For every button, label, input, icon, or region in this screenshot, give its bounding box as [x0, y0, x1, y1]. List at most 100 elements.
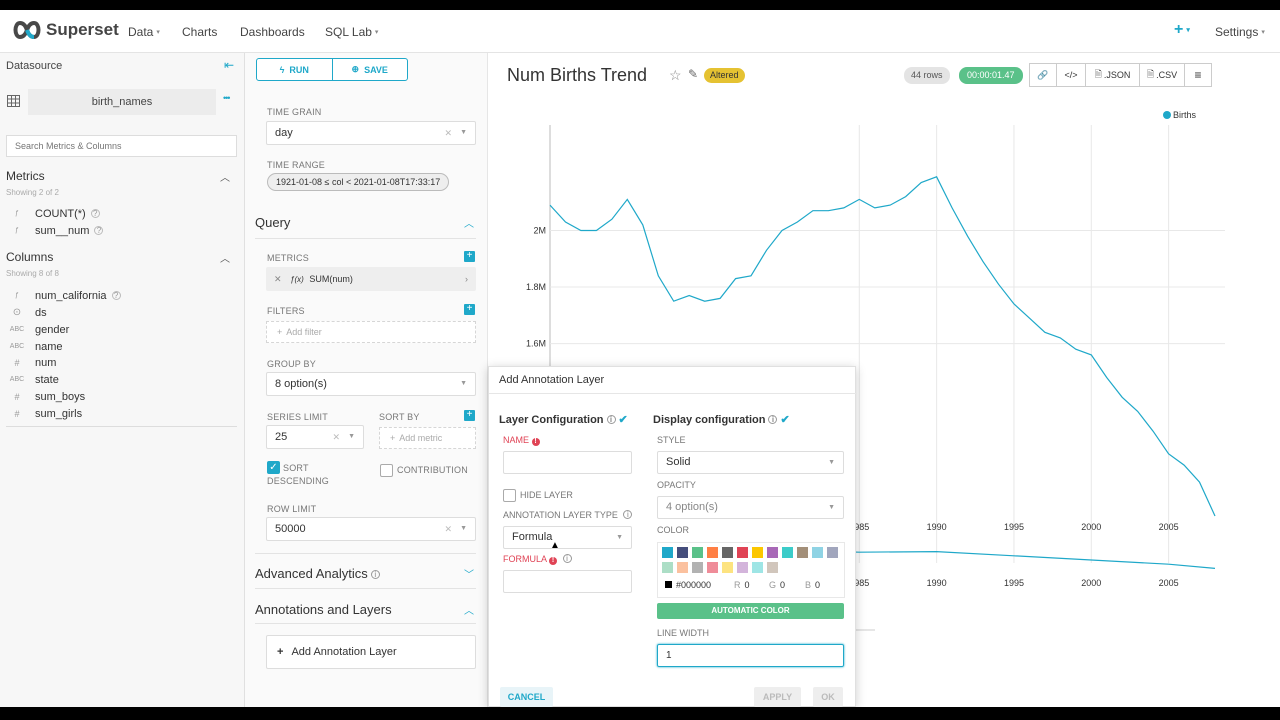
- query-section-title[interactable]: Query: [255, 215, 291, 230]
- sort-descending-label-2: DESCENDING: [267, 476, 330, 486]
- color-swatch[interactable]: [692, 547, 703, 558]
- column-item[interactable]: # sum_boys: [6, 389, 85, 404]
- remove-icon[interactable]: ✕: [274, 274, 282, 284]
- add-sort-metric-box[interactable]: + Add metric: [379, 427, 476, 449]
- hide-layer-label: HIDE LAYER: [520, 490, 573, 500]
- color-swatch[interactable]: [737, 547, 748, 558]
- clear-icon[interactable]: ✕: [332, 432, 340, 442]
- more-options-icon[interactable]: •••: [223, 93, 231, 103]
- opacity-select[interactable]: 4 option(s) ▼: [657, 496, 844, 519]
- column-item[interactable]: ABC name: [6, 339, 63, 354]
- new-menu-button[interactable]: + ▾: [1174, 21, 1190, 39]
- metric-item[interactable]: ƒ COUNT(*) ?: [6, 206, 100, 221]
- metric-pill[interactable]: ✕ ƒ(x) SUM(num) ›: [266, 267, 476, 291]
- color-swatch[interactable]: [707, 547, 718, 558]
- datasource-panel: Datasource ⇤ birth_names ••• Metrics ︿ S…: [0, 53, 245, 707]
- altered-badge[interactable]: Altered: [704, 68, 745, 83]
- column-item[interactable]: # num: [6, 355, 56, 370]
- add-filter-box[interactable]: + Add filter: [266, 321, 476, 343]
- nav-data-label: Data: [128, 25, 154, 39]
- annotation-type-select[interactable]: Formula ▼: [503, 526, 632, 549]
- name-input[interactable]: [503, 451, 632, 474]
- settings-menu[interactable]: Settings ▾: [1215, 25, 1265, 39]
- chevron-up-icon[interactable]: ︿: [464, 606, 474, 617]
- table-icon: [7, 95, 20, 107]
- automatic-color-button[interactable]: AUTOMATIC COLOR: [657, 603, 844, 619]
- hex-value[interactable]: #000000: [676, 580, 712, 590]
- add-sort-plus-icon[interactable]: +: [464, 410, 475, 421]
- embed-code-icon[interactable]: </>: [1056, 63, 1086, 87]
- nav-charts-link[interactable]: Charts: [182, 25, 218, 39]
- color-swatch[interactable]: [812, 547, 823, 558]
- nav-data-menu[interactable]: Data ▾: [128, 25, 160, 39]
- time-range-pill[interactable]: 1921-01-08 ≤ col < 2021-01-08T17:33:17: [267, 173, 450, 191]
- color-swatch[interactable]: [692, 562, 703, 573]
- star-icon[interactable]: ☆: [669, 67, 682, 83]
- color-swatch[interactable]: [767, 562, 778, 573]
- column-item[interactable]: ƒ num_california?: [6, 288, 121, 303]
- metric-item[interactable]: ƒ sum__num ?: [6, 223, 104, 238]
- ok-button[interactable]: OK: [813, 687, 843, 707]
- export-csv-button[interactable]: 🗎 .CSV: [1139, 63, 1185, 87]
- clear-icon[interactable]: ✕: [444, 128, 452, 138]
- add-metric-plus-icon[interactable]: +: [464, 251, 475, 262]
- chevron-up-icon[interactable]: ︿: [220, 173, 230, 184]
- formula-input[interactable]: [503, 570, 632, 593]
- color-swatch[interactable]: [662, 547, 673, 558]
- collapse-panel-icon[interactable]: ⇤: [224, 58, 235, 72]
- clear-icon[interactable]: ✕: [444, 524, 452, 534]
- apply-button[interactable]: APPLY: [754, 687, 801, 707]
- add-annotation-layer-button[interactable]: + Add Annotation Layer: [266, 635, 476, 669]
- column-item[interactable]: ABC gender: [6, 322, 69, 337]
- sort-descending-checkbox[interactable]: ✓: [267, 461, 280, 474]
- superset-logo[interactable]: Superset: [12, 20, 119, 40]
- cancel-button[interactable]: CANCEL: [500, 687, 553, 707]
- time-grain-select[interactable]: day ✕ ▼: [266, 121, 476, 145]
- chart-title[interactable]: Num Births Trend: [507, 65, 648, 85]
- add-filter-plus-icon[interactable]: +: [464, 304, 475, 315]
- group-by-select[interactable]: 8 option(s) ▼: [266, 372, 476, 396]
- column-item[interactable]: # sum_girls: [6, 406, 82, 421]
- color-swatch[interactable]: [797, 547, 808, 558]
- color-swatch[interactable]: [752, 547, 763, 558]
- color-swatch[interactable]: [767, 547, 778, 558]
- advanced-analytics-section[interactable]: Advanced Analytics i: [255, 566, 380, 581]
- color-swatch[interactable]: [722, 562, 733, 573]
- hide-layer-checkbox[interactable]: [503, 489, 516, 502]
- color-swatch[interactable]: [782, 547, 793, 558]
- row-limit-select[interactable]: 50000 ✕ ▼: [266, 517, 476, 541]
- link-icon[interactable]: 🔗: [1029, 63, 1057, 87]
- divider: [255, 623, 476, 624]
- color-swatch[interactable]: [677, 547, 688, 558]
- metrics-label: METRICS: [267, 253, 309, 263]
- series-limit-select[interactable]: 25 ✕ ▼: [266, 425, 364, 449]
- chevron-down-icon[interactable]: ﹀: [464, 570, 474, 581]
- chevron-up-icon[interactable]: ︿: [464, 219, 474, 230]
- line-width-input[interactable]: 1: [657, 644, 844, 667]
- color-swatch[interactable]: [752, 562, 763, 573]
- chevron-up-icon[interactable]: ︿: [220, 254, 230, 265]
- menu-icon[interactable]: ≡: [1184, 63, 1212, 87]
- color-swatch[interactable]: [662, 562, 673, 573]
- annotations-layers-title[interactable]: Annotations and Layers: [255, 602, 392, 617]
- column-item[interactable]: ⊙ ds: [6, 305, 47, 320]
- nav-dashboards-link[interactable]: Dashboards: [240, 25, 305, 39]
- datasource-name[interactable]: birth_names: [28, 89, 216, 115]
- export-json-button[interactable]: 🗎 .JSON: [1085, 63, 1140, 87]
- metrics-columns-search-input[interactable]: [6, 135, 237, 157]
- color-swatch[interactable]: [707, 562, 718, 573]
- run-button[interactable]: ϟ RUN: [257, 59, 332, 80]
- color-swatch[interactable]: [737, 562, 748, 573]
- color-swatch[interactable]: [827, 547, 838, 558]
- contribution-checkbox[interactable]: [380, 464, 393, 477]
- color-swatch[interactable]: [677, 562, 688, 573]
- color-swatch[interactable]: [722, 547, 733, 558]
- save-button[interactable]: ⊕ SAVE: [331, 59, 408, 80]
- nav-sqllab-menu[interactable]: SQL Lab ▾: [325, 25, 378, 39]
- style-select[interactable]: Solid ▼: [657, 451, 844, 474]
- edit-icon[interactable]: ✎: [688, 67, 699, 81]
- column-item[interactable]: ABC state: [6, 372, 59, 387]
